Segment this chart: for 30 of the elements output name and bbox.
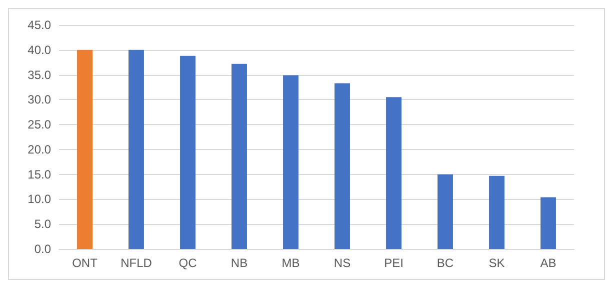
x-tick-label: BC <box>436 256 454 270</box>
bar <box>232 64 247 249</box>
x-tick-label: AB <box>540 256 556 270</box>
x-tick-label: PEI <box>384 256 404 270</box>
x-tick-label: NFLD <box>120 256 152 270</box>
bar <box>386 97 402 249</box>
bar <box>334 83 350 249</box>
x-tick-label: NB <box>230 256 248 270</box>
y-tick-label: 20.0 <box>28 142 52 156</box>
bar <box>489 176 504 249</box>
x-tick-label: MB <box>282 256 300 270</box>
bar <box>180 56 196 249</box>
y-tick-label: 40.0 <box>28 42 52 57</box>
y-tick-label: 25.0 <box>28 118 52 132</box>
bar <box>128 50 144 249</box>
y-tick-label: 15.0 <box>28 167 52 182</box>
bar <box>283 75 298 249</box>
x-tick-label: SK <box>488 256 505 270</box>
x-tick-label: QC <box>178 256 198 270</box>
y-tick-label: 35.0 <box>28 68 52 82</box>
y-tick-label: 10.0 <box>28 192 52 206</box>
y-tick-label: 45.0 <box>28 18 52 32</box>
y-tick-label: 0.0 <box>34 242 52 256</box>
bar <box>540 197 556 249</box>
bar <box>438 174 453 249</box>
y-tick-label: 30.0 <box>28 92 52 107</box>
x-tick-label: NS <box>334 256 351 270</box>
bar <box>77 50 92 249</box>
x-tick-label: ONT <box>72 256 98 270</box>
y-tick-label: 5.0 <box>34 217 52 232</box>
